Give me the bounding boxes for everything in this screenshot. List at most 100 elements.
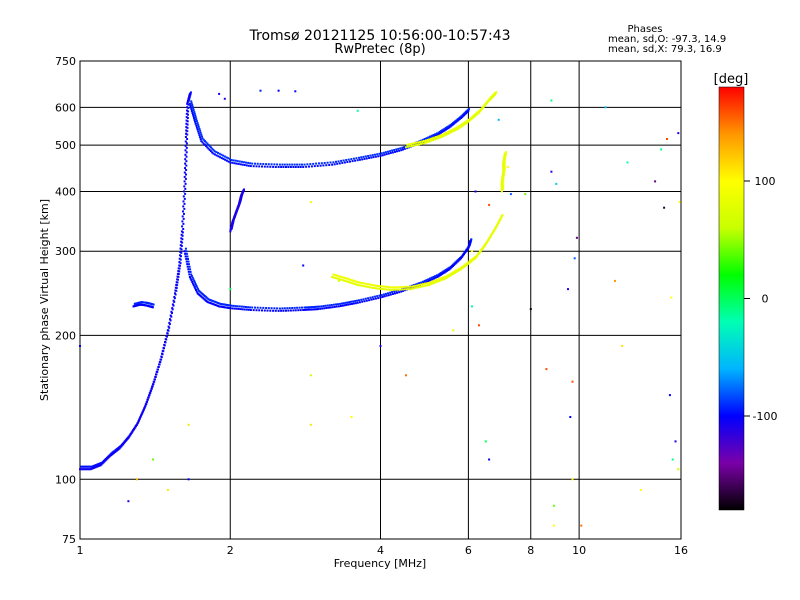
data-point	[448, 126, 451, 129]
data-point	[337, 305, 340, 308]
data-point	[380, 294, 383, 297]
data-point	[308, 308, 311, 311]
data-point	[157, 366, 160, 368]
data-point	[301, 306, 303, 309]
data-point	[187, 110, 190, 113]
data-point	[449, 129, 452, 132]
phases-x-stats: mean, sd,X: 79.3, 16.9	[608, 44, 722, 55]
data-point	[200, 140, 203, 143]
data-point	[430, 280, 433, 283]
data-point	[384, 151, 387, 154]
data-point	[461, 255, 464, 258]
data-point	[437, 273, 440, 276]
data-point	[170, 310, 173, 313]
data-point	[452, 265, 454, 267]
data-point	[233, 162, 236, 165]
data-point	[429, 279, 432, 282]
data-point	[185, 260, 188, 263]
data-point	[156, 368, 159, 371]
data-point	[417, 286, 419, 289]
data-point	[456, 128, 459, 131]
data-point	[442, 270, 445, 273]
data-point	[234, 305, 237, 308]
data-point	[315, 162, 318, 165]
data-point	[339, 275, 341, 278]
data-point	[134, 426, 137, 429]
data-point	[153, 378, 156, 381]
data-point	[183, 212, 185, 215]
data-point	[497, 221, 500, 224]
data-point	[393, 286, 396, 289]
data-point	[242, 161, 245, 164]
data-point	[422, 138, 425, 141]
data-point	[294, 309, 297, 312]
data-point	[226, 304, 229, 306]
data-point	[545, 368, 548, 371]
data-point	[434, 276, 437, 279]
data-point	[361, 300, 364, 303]
data-point	[186, 255, 189, 258]
data-point	[391, 149, 394, 152]
data-point	[184, 252, 187, 255]
data-point	[373, 284, 376, 287]
data-point	[229, 288, 232, 291]
data-point	[569, 416, 572, 418]
y-tick-labels: 75 100 200 300 400 500 600 750	[55, 55, 76, 546]
data-point	[445, 275, 448, 278]
data-point	[185, 112, 188, 115]
data-point	[189, 268, 192, 271]
data-point	[674, 440, 677, 443]
data-point	[200, 133, 203, 136]
data-point	[416, 284, 419, 287]
data-point	[481, 108, 483, 110]
data-point	[418, 286, 421, 288]
data-point	[165, 335, 168, 338]
data-point	[251, 306, 254, 309]
data-point	[434, 281, 437, 284]
data-point	[188, 276, 191, 278]
data-point	[371, 284, 374, 287]
data-point	[186, 130, 189, 133]
data-point	[229, 307, 232, 310]
data-point	[186, 120, 189, 123]
data-point	[406, 143, 409, 146]
data-point	[453, 263, 456, 266]
data-point	[281, 307, 284, 310]
data-point	[421, 283, 424, 286]
data-point	[214, 301, 217, 304]
data-point	[410, 145, 413, 147]
data-point	[402, 289, 404, 292]
data-point	[152, 380, 155, 383]
data-point	[227, 304, 230, 307]
data-point	[422, 280, 425, 283]
data-point	[509, 193, 512, 196]
data-point	[356, 299, 359, 302]
data-point	[232, 159, 235, 162]
data-point	[389, 150, 392, 153]
data-point	[483, 244, 486, 247]
data-point	[356, 109, 359, 112]
data-point	[80, 465, 83, 468]
data-point	[315, 308, 318, 311]
data-point	[670, 296, 673, 299]
data-point	[274, 166, 277, 168]
data-point	[245, 308, 248, 311]
chart-title: Tromsø 20121125 10:56:00-10:57:43	[249, 28, 511, 44]
data-point	[215, 151, 218, 154]
data-point	[182, 217, 185, 220]
data-point	[433, 138, 436, 141]
data-point	[461, 267, 464, 270]
data-point	[242, 305, 245, 308]
data-point	[482, 106, 484, 109]
data-point	[171, 308, 174, 311]
y-tick-label: 500	[55, 139, 76, 152]
data-point	[446, 269, 449, 272]
data-point	[194, 116, 197, 119]
data-point	[238, 305, 241, 308]
data-point	[639, 488, 642, 491]
data-point	[225, 156, 228, 159]
data-point	[440, 277, 443, 279]
data-point	[191, 111, 194, 114]
data-point	[152, 303, 155, 306]
data-point	[323, 162, 326, 164]
